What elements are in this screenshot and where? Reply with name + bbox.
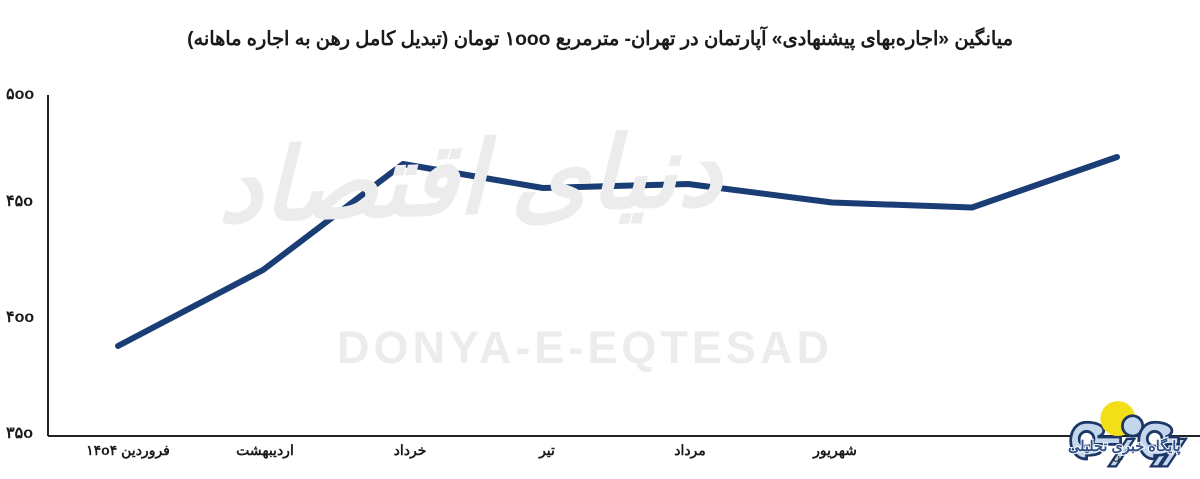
svg-text:پایگاه خبری تحلیلی: پایگاه خبری تحلیلی — [1068, 437, 1181, 456]
